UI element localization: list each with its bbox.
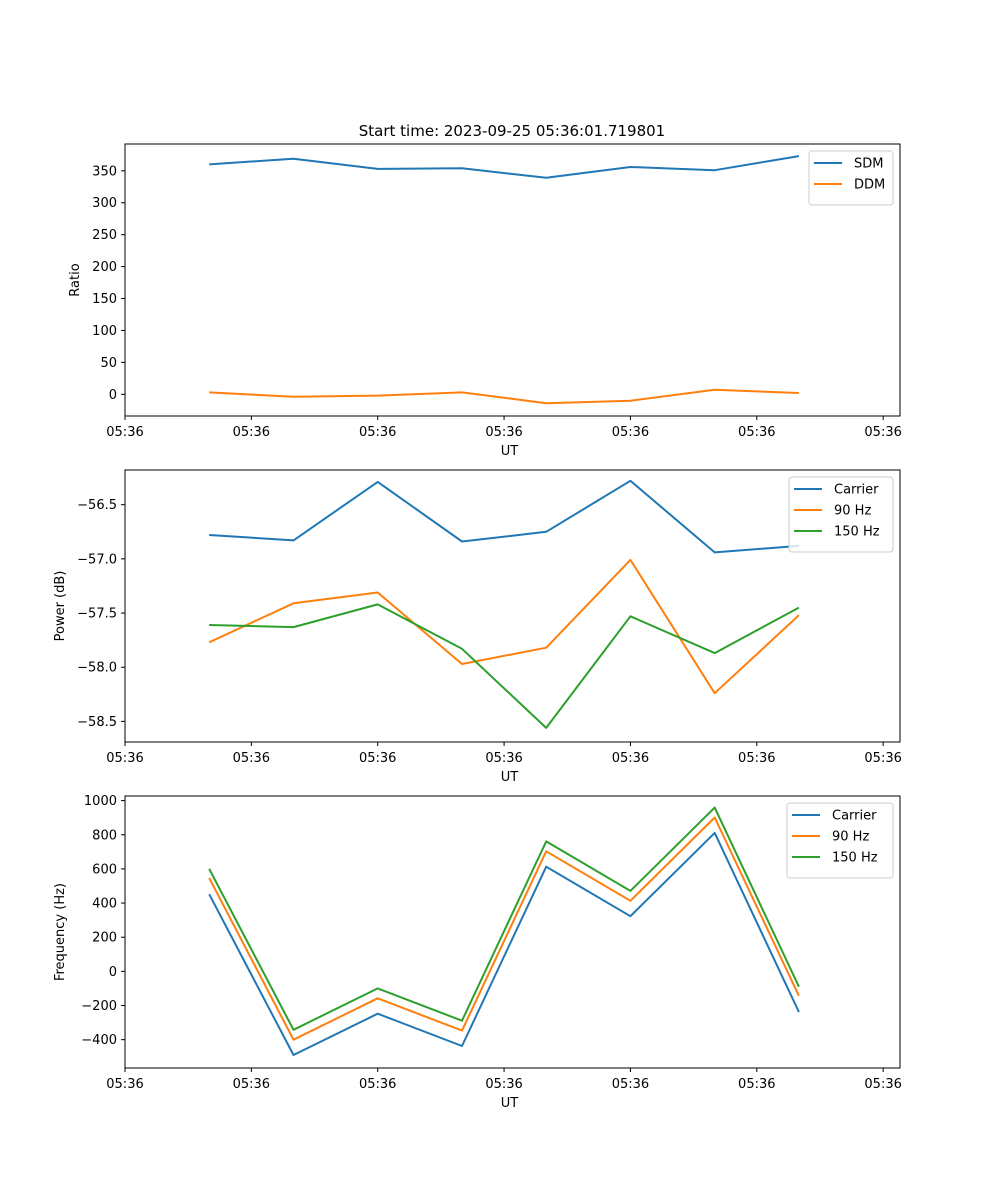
figure-title: Start time: 2023-09-25 05:36:01.719801 bbox=[359, 122, 665, 140]
x-tick-label: 05:36 bbox=[485, 751, 522, 766]
x-tick-label: 05:36 bbox=[233, 425, 270, 440]
x-tick-label: 05:36 bbox=[359, 1077, 396, 1092]
x-axis-label: UT bbox=[501, 1096, 519, 1111]
y-tick-label: 0 bbox=[109, 965, 117, 980]
x-tick-label: 05:36 bbox=[233, 1077, 270, 1092]
x-tick-label: 05:36 bbox=[612, 751, 649, 766]
y-tick-label: 300 bbox=[92, 196, 117, 211]
legend-box bbox=[786, 802, 894, 879]
axes-frame bbox=[124, 143, 901, 417]
y-tick-label: 200 bbox=[92, 931, 117, 946]
x-tick-label: 05:36 bbox=[738, 751, 775, 766]
y-tick-label: 1000 bbox=[84, 794, 117, 809]
y-tick-label: −57.0 bbox=[77, 552, 117, 567]
legend-label: 90 Hz bbox=[832, 830, 869, 845]
legend-label: DDM bbox=[854, 178, 885, 193]
y-axis-label: Ratio bbox=[68, 263, 83, 296]
x-tick-label: 05:36 bbox=[738, 425, 775, 440]
x-tick-label: 05:36 bbox=[864, 1077, 901, 1092]
legend: Carrier 90 Hz 150 Hz bbox=[788, 476, 894, 553]
series-line-carrier bbox=[209, 479, 799, 554]
legend-label: Carrier bbox=[832, 809, 877, 824]
y-tick-label: 50 bbox=[100, 356, 117, 371]
legend: Carrier 90 Hz 150 Hz bbox=[786, 802, 894, 879]
axes-power: 05:36 05:36 05:36 05:36 05:36 05:36 05:36 −56.5… bbox=[53, 469, 902, 785]
x-tick-label: 05:36 bbox=[106, 425, 143, 440]
x-tick-label: 05:36 bbox=[359, 425, 396, 440]
y-tick-label: −56.5 bbox=[77, 498, 117, 513]
x-tick-label: 05:36 bbox=[612, 425, 649, 440]
y-tick-label: 200 bbox=[92, 260, 117, 275]
y-tick-label: 350 bbox=[92, 164, 117, 179]
x-tick-label: 05:36 bbox=[233, 751, 270, 766]
series-line-90-hz bbox=[208, 558, 800, 695]
series-line-sdm bbox=[209, 155, 800, 179]
y-tick-label: −58.0 bbox=[77, 661, 117, 676]
x-axis-label: UT bbox=[501, 444, 519, 459]
legend-label: SDM bbox=[854, 157, 883, 172]
legend-label: 150 Hz bbox=[834, 525, 880, 540]
axes-frame bbox=[124, 469, 901, 743]
y-tick-label: 0 bbox=[109, 388, 117, 403]
y-tick-label: 250 bbox=[92, 228, 117, 243]
legend-label: 150 Hz bbox=[832, 851, 878, 866]
x-tick-label: 05:36 bbox=[485, 1077, 522, 1092]
y-tick-label: 600 bbox=[92, 862, 117, 877]
x-tick-label: 05:36 bbox=[359, 751, 396, 766]
y-tick-label: −400 bbox=[81, 1033, 117, 1048]
series-line-90-hz bbox=[208, 816, 800, 1041]
y-tick-label: −200 bbox=[81, 999, 117, 1014]
y-tick-label: 400 bbox=[92, 897, 117, 912]
x-tick-label: 05:36 bbox=[106, 751, 143, 766]
y-tick-label: −57.5 bbox=[77, 607, 117, 622]
x-tick-label: 05:36 bbox=[485, 425, 522, 440]
legend-label: Carrier bbox=[834, 483, 879, 498]
y-tick-label: −58.5 bbox=[77, 715, 117, 730]
legend-label: 90 Hz bbox=[834, 504, 871, 519]
x-tick-label: 05:36 bbox=[738, 1077, 775, 1092]
series-line-150-hz bbox=[209, 603, 800, 729]
x-tick-label: 05:36 bbox=[864, 751, 901, 766]
x-tick-label: 05:36 bbox=[106, 1077, 143, 1092]
x-tick-label: 05:36 bbox=[864, 425, 901, 440]
y-tick-label: 150 bbox=[92, 292, 117, 307]
x-axis-label: UT bbox=[501, 770, 519, 785]
axes-ratio: 05:36 05:36 05:36 05:36 05:36 05:36 05:36 0 50 10… bbox=[68, 143, 902, 459]
y-tick-label: 100 bbox=[92, 324, 117, 339]
y-axis-label: Power (dB) bbox=[53, 571, 68, 642]
y-tick-label: 800 bbox=[92, 828, 117, 843]
axes-frame bbox=[124, 795, 901, 1069]
axes-frequency: 05:36 05:36 05:36 05:36 05:36 05:36 05:36 −400 −… bbox=[53, 794, 902, 1111]
x-tick-label: 05:36 bbox=[612, 1077, 649, 1092]
legend-box bbox=[808, 150, 894, 206]
series-line-150-hz bbox=[208, 806, 800, 1031]
y-axis-label: Frequency (Hz) bbox=[53, 883, 68, 981]
series-line-carrier bbox=[208, 831, 800, 1056]
legend-box bbox=[788, 476, 894, 553]
series-line-ddm bbox=[209, 388, 799, 405]
legend: SDM DDM bbox=[808, 150, 894, 206]
